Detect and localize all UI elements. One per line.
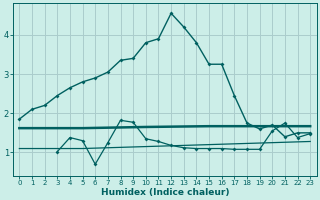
X-axis label: Humidex (Indice chaleur): Humidex (Indice chaleur) bbox=[100, 188, 229, 197]
